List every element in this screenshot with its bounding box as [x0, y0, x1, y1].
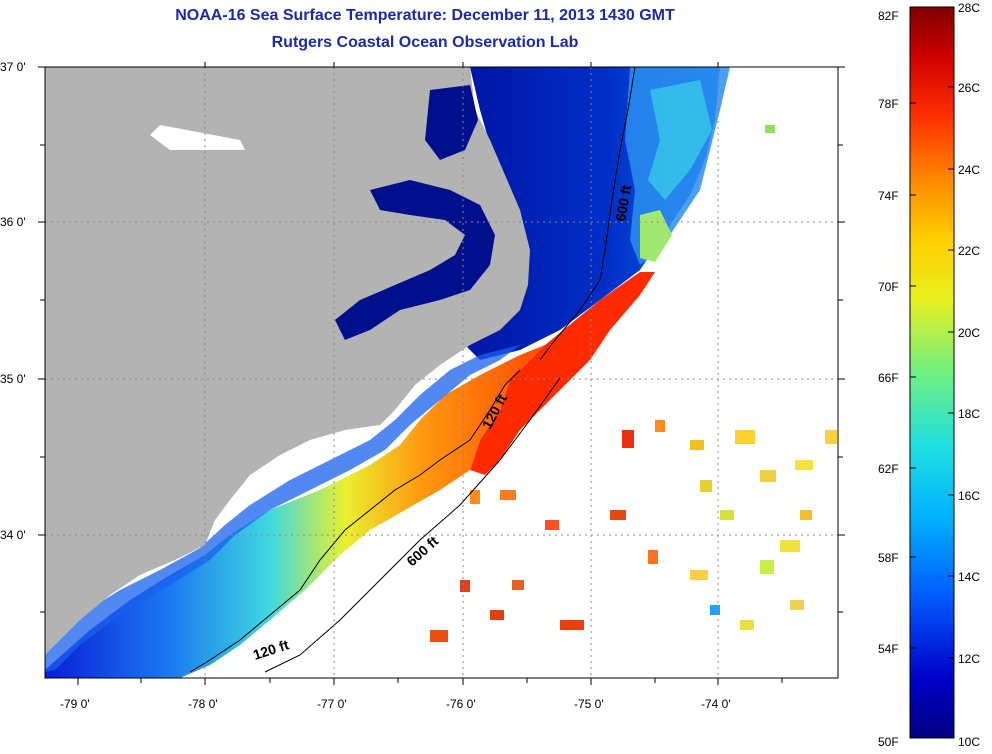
isobath-label-north-600: 600 ft [612, 183, 634, 222]
coastal-sst-gradient [45, 345, 545, 678]
cb-c-16: 16C [958, 489, 980, 503]
cb-f-70: 70F [878, 280, 899, 294]
cb-c-10: 10C [958, 735, 980, 749]
map-border [44, 66, 839, 679]
cb-c-22: 22C [958, 244, 980, 258]
offshore-sst-fragments [430, 125, 837, 642]
lat-label-37: 37 0' [0, 60, 26, 74]
cb-c-26: 26C [958, 81, 980, 95]
colorbar-ticks [910, 86, 954, 659]
cb-f-62: 62F [878, 462, 899, 476]
lat-label-34: 34 0' [0, 528, 26, 542]
offshore-cyan-patch [648, 80, 712, 200]
cb-f-82: 82F [878, 9, 899, 23]
colorbar [909, 6, 955, 739]
lat-label-36: 36 0' [0, 215, 26, 229]
lon-label-78: -78 0' [188, 697, 218, 711]
map-title: NOAA-16 Sea Surface Temperature: Decembe… [175, 7, 675, 24]
cb-f-58: 58F [878, 551, 899, 565]
reservoir-white [150, 125, 245, 150]
graticule [45, 67, 838, 678]
cb-f-78: 78F [878, 97, 899, 111]
lon-label-79: -79 0' [60, 697, 90, 711]
lon-label-77: -77 0' [317, 697, 347, 711]
lon-label-75: -75 0' [574, 697, 604, 711]
cb-f-74: 74F [878, 189, 899, 203]
lat-label-35: 35 0' [0, 372, 26, 386]
isobath-600-south [264, 377, 561, 673]
pamlico-sound [335, 180, 495, 340]
cb-c-18: 18C [958, 407, 980, 421]
cb-f-50: 50F [878, 735, 899, 749]
offshore-green-patch [640, 210, 672, 262]
axis-ticks [38, 62, 845, 685]
cb-f-66: 66F [878, 371, 899, 385]
gulf-stream-warm-band [470, 272, 655, 475]
lon-label-76: -76 0' [446, 697, 476, 711]
cb-c-20: 20C [958, 326, 980, 340]
albemarle-sound [425, 85, 478, 160]
cb-c-28: 28C [958, 1, 980, 15]
map-subtitle: Rutgers Coastal Ocean Observation Lab [271, 34, 579, 51]
isobath-600-north [539, 67, 636, 361]
nearshore-cool-strip [45, 345, 520, 672]
cb-c-14: 14C [958, 570, 980, 584]
cb-f-54: 54F [878, 642, 899, 656]
cb-c-12: 12C [958, 652, 980, 666]
lon-label-74: -74 0' [701, 697, 731, 711]
isobath-120 [189, 369, 521, 673]
cb-c-24: 24C [958, 163, 980, 177]
